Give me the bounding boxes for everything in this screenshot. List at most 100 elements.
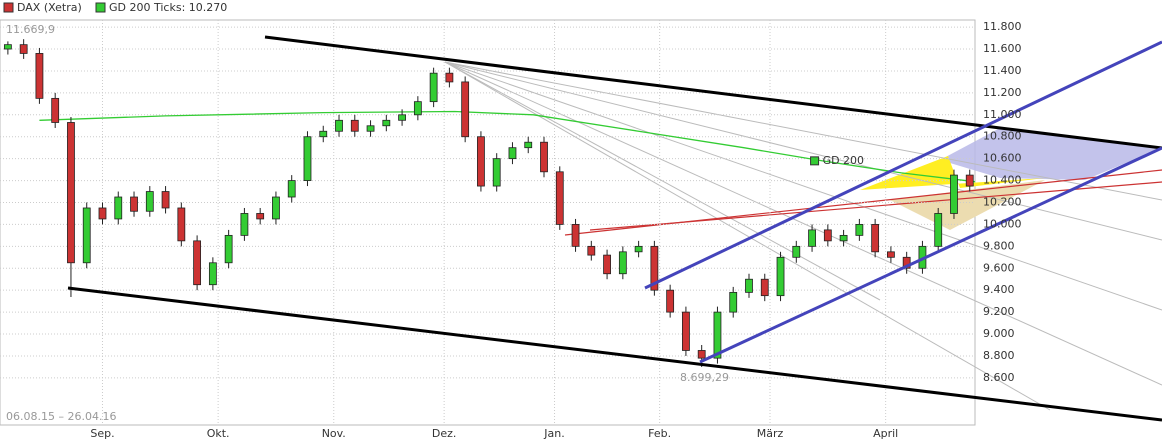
candle-body: [729, 291, 738, 313]
candle-body: [145, 191, 154, 212]
candle-body: [161, 191, 170, 209]
candle-body: [19, 44, 28, 54]
candle-body: [193, 240, 202, 286]
y-tick-label: 9.400: [983, 283, 1015, 296]
y-tick-label: 10.600: [983, 152, 1022, 165]
y-tick-label: 9.600: [983, 261, 1015, 274]
candle-body: [587, 245, 596, 256]
channel-lines: [67, 35, 1162, 422]
candle-body: [871, 224, 880, 253]
candle-body: [666, 289, 675, 313]
candle-body: [524, 141, 533, 149]
plot-area: [0, 19, 976, 426]
ma-label-swatch: [810, 156, 820, 166]
y-tick-label: 9.000: [983, 327, 1015, 340]
candle-body: [35, 53, 44, 99]
fan-line: [444, 61, 1162, 386]
candle-body: [965, 174, 974, 187]
candle-body: [177, 207, 186, 242]
candle-body: [287, 180, 296, 198]
y-tick-label: 10.800: [983, 130, 1022, 143]
y-tick-label: 11.200: [983, 86, 1022, 99]
candle-body: [445, 72, 454, 83]
x-tick-label: Feb.: [648, 427, 671, 440]
candle-body: [776, 256, 785, 297]
fan-line: [444, 61, 1162, 311]
candle-body: [82, 207, 91, 264]
candle-body: [603, 254, 611, 275]
channel-top: [264, 35, 1162, 150]
candle-body: [571, 224, 580, 247]
legend-swatch: [3, 2, 14, 13]
y-tick-label: 10.000: [983, 217, 1022, 230]
candle-body: [492, 158, 501, 187]
x-tick-label: Jan.: [543, 427, 564, 440]
trend-red: [589, 181, 1162, 231]
candle-body: [350, 119, 359, 132]
candle-body: [618, 251, 627, 275]
candle-body: [634, 245, 643, 253]
legend-label: DAX (Xetra): [17, 1, 82, 14]
fan-line: [444, 61, 881, 301]
candle-body: [366, 125, 375, 132]
channel-bottom: [67, 286, 1162, 422]
candle-body: [713, 311, 722, 359]
fan-line: [444, 61, 1162, 201]
range-label: 06.08.15 – 26.04.16: [6, 410, 116, 423]
candle-body: [792, 245, 801, 258]
candle-body: [887, 251, 895, 258]
low-label: 8.699,29: [680, 371, 729, 384]
candle-body: [224, 234, 233, 264]
candle-body: [130, 196, 138, 212]
candle-body: [950, 174, 958, 214]
candle-body: [682, 311, 690, 351]
candle-body: [272, 196, 280, 220]
legend-label: GD 200 Ticks: 10.270: [109, 1, 227, 14]
candle-body: [855, 224, 864, 236]
candle-body: [51, 97, 60, 123]
candle-body: [319, 130, 328, 138]
candle-body: [508, 147, 517, 160]
candle-body: [540, 141, 548, 173]
candle-body: [555, 171, 564, 225]
candle-body: [429, 72, 438, 103]
y-tick-label: 11.600: [983, 42, 1022, 55]
candle-body: [934, 213, 943, 247]
candle-body: [303, 136, 312, 181]
candle-body: [98, 207, 107, 220]
candle-body: [902, 256, 911, 269]
zone-purple: [940, 128, 1162, 180]
y-tick-label: 8.800: [983, 349, 1015, 362]
candle-body: [760, 278, 769, 297]
candle-body: [839, 234, 848, 242]
zone-yellow: [860, 156, 1045, 190]
candle-body: [477, 136, 485, 187]
candle-body: [256, 213, 265, 220]
y-tick-label: 10.400: [983, 174, 1022, 187]
candle-body: [461, 81, 470, 138]
candle-body: [745, 278, 753, 293]
fan-line: [444, 61, 1051, 411]
y-tick-label: 11.000: [983, 108, 1022, 121]
x-tick-label: Nov.: [322, 427, 346, 440]
ma-label: GD 200: [823, 154, 865, 167]
candle-body: [398, 114, 406, 121]
drawing-tools: [444, 61, 1162, 411]
x-tick-label: Okt.: [207, 427, 230, 440]
candle-body: [697, 350, 706, 359]
channel-blue-lower: [699, 146, 1162, 364]
candle-body: [3, 44, 12, 50]
fan-lines: [444, 61, 1162, 411]
y-tick-label: 9.200: [983, 305, 1015, 318]
candle-body: [240, 213, 249, 236]
candle-body: [335, 119, 343, 132]
y-tick-label: 10.200: [983, 195, 1022, 208]
candle-body: [382, 119, 391, 127]
y-tick-label: 8.600: [983, 371, 1015, 384]
y-tick-label: 11.400: [983, 64, 1022, 77]
candle-body: [413, 101, 422, 116]
y-tick-label: 9.800: [983, 239, 1015, 252]
x-tick-label: März: [757, 427, 784, 440]
channel-blue-upper: [644, 40, 1162, 290]
